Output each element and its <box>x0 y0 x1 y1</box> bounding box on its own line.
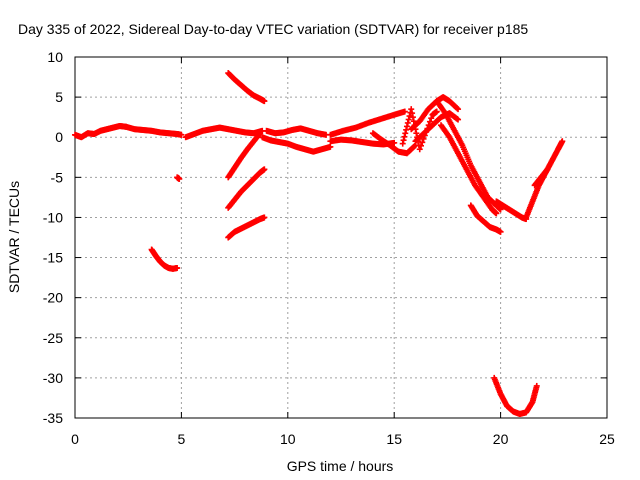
data-point <box>428 115 435 122</box>
y-tick-label: -25 <box>43 330 63 346</box>
data-point <box>408 106 415 113</box>
data-point <box>413 130 420 137</box>
data-point <box>426 118 433 125</box>
data-point <box>403 126 410 133</box>
data-point <box>493 210 500 217</box>
data-point <box>420 135 427 142</box>
x-tick-label: 25 <box>599 431 615 447</box>
data-point <box>412 126 419 133</box>
data-point <box>416 146 423 153</box>
data-point <box>174 264 181 271</box>
y-tick-label: 5 <box>55 89 63 105</box>
data-point <box>401 108 408 115</box>
data-point <box>410 118 417 125</box>
data-point <box>178 131 185 138</box>
data-point <box>399 140 406 147</box>
y-tick-label: -20 <box>43 290 63 306</box>
data-point <box>414 134 421 141</box>
y-tick-label: -30 <box>43 370 63 386</box>
data-point <box>261 166 268 173</box>
data-point <box>327 143 334 150</box>
data-point <box>424 125 431 132</box>
data-point <box>411 122 418 129</box>
data-point <box>403 123 410 130</box>
data-point <box>421 132 428 139</box>
y-tick-label: -35 <box>43 410 63 426</box>
data-point <box>415 138 422 145</box>
x-tick-label: 15 <box>386 431 402 447</box>
data-point <box>404 119 411 126</box>
data-point <box>455 116 462 123</box>
data-point <box>423 129 430 136</box>
data-point <box>400 137 407 144</box>
y-tick-label: -10 <box>43 209 63 225</box>
data-point <box>497 228 504 235</box>
data-point <box>497 206 504 213</box>
plot-frame <box>74 56 608 419</box>
data-point <box>257 130 264 137</box>
data-point <box>418 142 425 149</box>
data-point <box>419 139 426 146</box>
chart-title: Day 335 of 2022, Sidereal Day-to-day VTE… <box>18 21 528 37</box>
data-point <box>401 133 408 140</box>
data-point <box>411 143 418 150</box>
x-tick-label: 20 <box>493 431 509 447</box>
x-tick-label: 10 <box>280 431 296 447</box>
data-point <box>176 175 183 182</box>
data-point <box>544 166 551 173</box>
x-tick-label: 0 <box>71 431 79 447</box>
y-tick-label: 10 <box>47 49 63 65</box>
data-point <box>433 108 440 115</box>
axis-ticks: 0 5 10 15 20 25 10 5 0 -5 -10 -15 -20 -25 -30 -35 <box>43 49 615 447</box>
data-point <box>261 98 268 105</box>
data-point <box>405 116 412 123</box>
y-axis-label: SDTVAR / TECUs <box>6 181 22 293</box>
data-points <box>72 70 566 417</box>
data-point <box>409 110 416 117</box>
data-point <box>409 114 416 121</box>
data-point <box>261 214 268 221</box>
data-point <box>402 130 409 137</box>
data-point <box>533 382 540 389</box>
data-point <box>559 138 566 145</box>
x-tick-label: 5 <box>178 431 186 447</box>
y-tick-label: -15 <box>43 250 63 266</box>
data-point <box>454 105 461 112</box>
data-point <box>391 139 398 146</box>
y-tick-label: 0 <box>55 129 63 145</box>
x-axis-label: GPS time / hours <box>287 458 394 474</box>
data-point <box>455 106 462 113</box>
y-tick-label: -5 <box>51 169 64 185</box>
data-point <box>425 122 432 129</box>
